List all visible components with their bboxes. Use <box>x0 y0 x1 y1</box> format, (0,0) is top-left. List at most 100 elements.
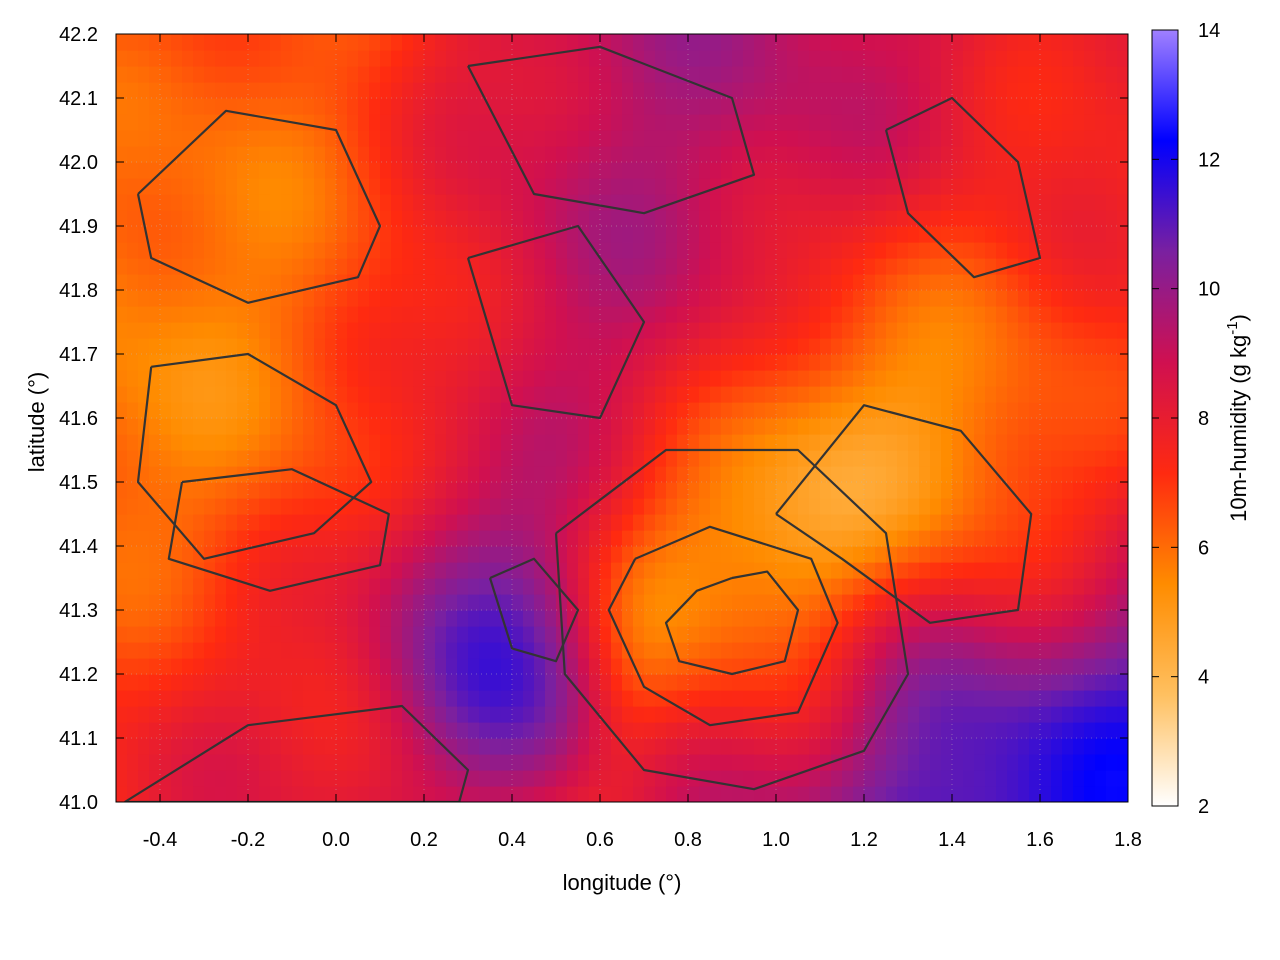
heat-cell <box>358 146 370 163</box>
heat-cell <box>842 562 854 579</box>
heat-cell <box>1073 338 1085 355</box>
heat-cell <box>974 130 986 147</box>
heat-cell <box>435 130 447 147</box>
heat-cell <box>897 82 909 99</box>
heat-cell <box>193 50 205 67</box>
heat-cell <box>237 658 249 675</box>
heat-cell <box>204 34 216 51</box>
heat-cell <box>534 34 546 51</box>
heat-cell <box>292 386 304 403</box>
heat-cell <box>424 434 436 451</box>
heat-cell <box>688 370 700 387</box>
heat-cell <box>1084 450 1096 467</box>
heat-cell <box>831 306 843 323</box>
heat-cell <box>886 434 898 451</box>
heat-cell <box>380 386 392 403</box>
heat-cell <box>1084 434 1096 451</box>
heat-cell <box>1095 114 1107 131</box>
heat-cell <box>666 306 678 323</box>
heat-cell <box>853 210 865 227</box>
heat-cell <box>347 178 359 195</box>
heat-cell <box>908 498 920 515</box>
heat-cell <box>468 146 480 163</box>
heat-cell <box>281 722 293 739</box>
heat-cell <box>160 546 172 563</box>
heat-cell <box>721 626 733 643</box>
heat-cell <box>842 546 854 563</box>
heat-cell <box>963 738 975 755</box>
heat-cell <box>919 146 931 163</box>
heat-cell <box>325 50 337 67</box>
heat-cell <box>743 738 755 755</box>
heat-cell <box>655 402 667 419</box>
heat-cell <box>149 386 161 403</box>
heat-cell <box>435 386 447 403</box>
heat-cell <box>1095 34 1107 51</box>
heat-cell <box>226 130 238 147</box>
heat-cell <box>963 690 975 707</box>
heat-cell <box>1062 274 1074 291</box>
heat-cell <box>1040 706 1052 723</box>
heat-cell <box>1040 386 1052 403</box>
heat-cell <box>182 130 194 147</box>
heat-cell <box>270 482 282 499</box>
heat-cell <box>1062 194 1074 211</box>
heat-cell <box>171 386 183 403</box>
heat-cell <box>303 690 315 707</box>
heat-cell <box>336 322 348 339</box>
heat-cell <box>798 418 810 435</box>
heat-cell <box>765 546 777 563</box>
heat-cell <box>116 306 128 323</box>
heat-cell <box>490 210 502 227</box>
heat-cell <box>336 418 348 435</box>
heat-cell <box>446 162 458 179</box>
heat-cell <box>171 322 183 339</box>
heat-cell <box>666 530 678 547</box>
heat-cell <box>1040 674 1052 691</box>
heat-cell <box>1007 290 1019 307</box>
heat-cell <box>391 386 403 403</box>
heat-cell <box>611 626 623 643</box>
heat-cell <box>435 338 447 355</box>
heat-cell <box>1007 194 1019 211</box>
heat-cell <box>160 402 172 419</box>
heat-cell <box>710 34 722 51</box>
heat-cell <box>710 434 722 451</box>
heat-cell <box>831 50 843 67</box>
heat-cell <box>556 66 568 83</box>
heat-cell <box>677 466 689 483</box>
heat-cell <box>391 722 403 739</box>
heat-cell <box>578 482 590 499</box>
heat-cell <box>215 466 227 483</box>
heat-cell <box>534 514 546 531</box>
heat-cell <box>127 322 139 339</box>
heat-cell <box>875 82 887 99</box>
heat-cell <box>1073 578 1085 595</box>
heat-cell <box>809 386 821 403</box>
heat-cell <box>820 498 832 515</box>
heat-cell <box>259 578 271 595</box>
heat-cell <box>534 354 546 371</box>
heat-cell <box>952 354 964 371</box>
heat-cell <box>292 658 304 675</box>
heat-cell <box>985 258 997 275</box>
heat-cell <box>391 130 403 147</box>
heat-cell <box>237 514 249 531</box>
heat-cell <box>710 402 722 419</box>
heat-cell <box>699 626 711 643</box>
heat-cell <box>908 450 920 467</box>
heat-cell <box>314 514 326 531</box>
heat-cell <box>688 514 700 531</box>
heat-cell <box>534 242 546 259</box>
heat-cell <box>204 418 216 435</box>
heat-cell <box>116 578 128 595</box>
heat-cell <box>963 146 975 163</box>
heat-cell <box>688 498 700 515</box>
heat-cell <box>776 514 788 531</box>
heat-cell <box>743 274 755 291</box>
heat-cell <box>237 258 249 275</box>
heat-cell <box>215 98 227 115</box>
heat-cell <box>303 178 315 195</box>
heat-cell <box>919 210 931 227</box>
heat-cell <box>556 738 568 755</box>
